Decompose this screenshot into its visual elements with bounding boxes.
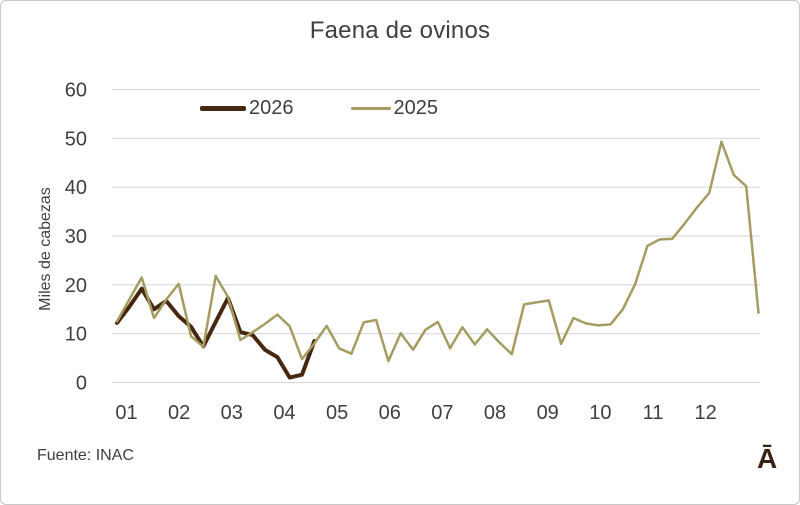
- legend-item-2025: 2025: [350, 97, 439, 120]
- x-tick-label: 10: [589, 402, 611, 424]
- x-tick-label: 12: [695, 402, 717, 424]
- legend-label-2025: 2025: [393, 97, 439, 119]
- x-tick-label: 04: [273, 402, 295, 424]
- x-tick-label: 03: [221, 402, 243, 424]
- legend-label-2026: 2026: [249, 97, 294, 119]
- x-tick-label: 07: [431, 402, 453, 424]
- logo-letter: Ā: [757, 443, 778, 474]
- y-tick-label: 30: [65, 226, 87, 248]
- x-tick-label: 06: [379, 402, 401, 424]
- chart-title: Faena de ovinos: [309, 17, 491, 44]
- legend-line-swatch-2026: [200, 106, 246, 111]
- y-tick-label: 10: [65, 324, 87, 346]
- legend-item-2026: 2026: [200, 97, 294, 120]
- y-tick-label: 0: [76, 373, 87, 395]
- y-tick-label: 20: [65, 275, 87, 297]
- x-tick-label: 08: [484, 402, 506, 424]
- x-tick-label: 11: [643, 402, 664, 424]
- x-tick-label: 01: [115, 402, 137, 424]
- chart-legend: 2026 2025: [200, 97, 438, 120]
- y-tick-label: 50: [65, 128, 87, 150]
- legend-line-swatch-2025: [350, 107, 391, 110]
- series-line-2025: [115, 140, 760, 363]
- x-tick-label: 05: [326, 402, 348, 424]
- x-tick-label: 09: [537, 402, 559, 424]
- source-note: Fuente: INAC: [37, 447, 134, 464]
- y-tick-label: 40: [65, 177, 87, 199]
- y-tick-label: 60: [65, 80, 87, 102]
- x-tick-label: 02: [168, 402, 190, 424]
